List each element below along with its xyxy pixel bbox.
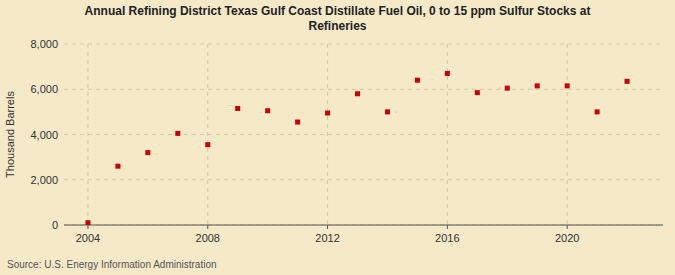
points <box>85 71 629 225</box>
x-tick-label: 2008 <box>196 232 220 244</box>
x-tick-label: 2016 <box>435 232 459 244</box>
point <box>355 91 360 96</box>
x-grid-line <box>567 44 568 225</box>
x-grid-line <box>327 44 328 225</box>
y-tick-label: 4,000 <box>30 129 58 141</box>
axes: 0 2,000 4,000 6,000 8,000 2004 2008 2012 2016 202… <box>30 38 663 244</box>
y-grid-line <box>64 225 663 226</box>
point <box>205 142 210 147</box>
y-grid-line <box>64 179 663 180</box>
x-tick <box>327 225 328 229</box>
y-grid-line <box>64 44 663 45</box>
source-note: Source: U.S. Energy Information Administ… <box>7 259 217 270</box>
x-axis-line <box>64 225 663 226</box>
point <box>175 131 180 136</box>
grid <box>64 44 663 225</box>
y-axis-label: Thousand Barrels <box>4 91 16 178</box>
point <box>625 79 630 84</box>
x-tick <box>567 225 568 229</box>
point <box>595 109 600 114</box>
y-tick-label: 6,000 <box>30 83 58 95</box>
y-tick-label: 8,000 <box>30 38 58 50</box>
point <box>475 90 480 95</box>
point <box>235 106 240 111</box>
chart: 0 2,000 4,000 6,000 8,000 2004 2008 2012 2016 202… <box>0 0 675 275</box>
x-tick-label: 2012 <box>315 232 339 244</box>
point <box>265 108 270 113</box>
point <box>385 109 390 114</box>
point <box>295 120 300 125</box>
y-tick-label: 2,000 <box>30 174 58 186</box>
point <box>115 164 120 169</box>
point <box>445 71 450 76</box>
title: Annual Refining District Texas Gulf Coas… <box>85 4 591 33</box>
x-tick <box>207 225 208 229</box>
background <box>0 0 675 275</box>
x-tick-label: 2004 <box>76 232 100 244</box>
x-grid-line <box>87 44 88 225</box>
y-grid-line <box>64 89 663 90</box>
point <box>505 86 510 91</box>
y-grid-line <box>64 134 663 135</box>
point <box>535 83 540 88</box>
point <box>145 150 150 155</box>
x-grid-line <box>207 44 208 225</box>
x-tick <box>447 225 448 229</box>
x-tick <box>87 225 88 229</box>
point <box>415 78 420 83</box>
point <box>85 220 90 225</box>
point <box>565 83 570 88</box>
x-tick-label: 2020 <box>555 232 579 244</box>
y-tick-label: 0 <box>52 219 58 231</box>
point <box>325 111 330 116</box>
